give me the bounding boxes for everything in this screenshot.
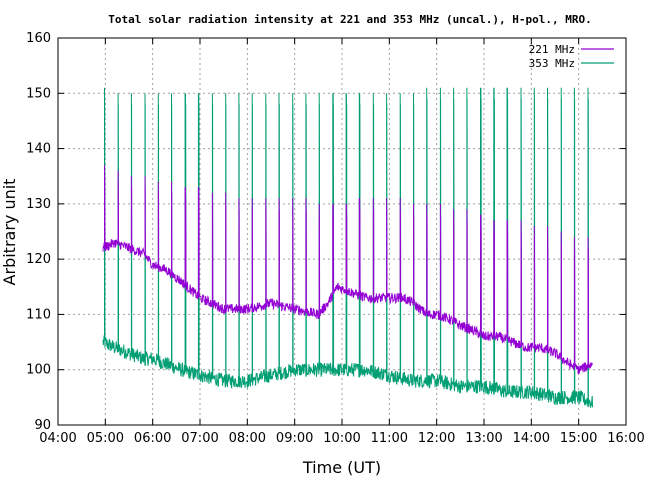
y-tick-label: 110 xyxy=(26,307,51,322)
x-tick-label: 08:00 xyxy=(229,431,266,446)
y-tick-label: 90 xyxy=(34,418,51,433)
legend: 221 MHz 353 MHz xyxy=(529,43,614,70)
series-221-line xyxy=(102,165,593,375)
x-axis: 04:00 05:00 06:00 07:00 08:00 09:00 10:00 11:00… xyxy=(39,38,645,446)
y-axis-label: Arbitrary unit xyxy=(0,179,19,286)
series-353-line xyxy=(102,87,594,408)
x-tick-label: 07:00 xyxy=(181,431,218,446)
y-tick-label: 120 xyxy=(26,252,51,267)
plot-frame xyxy=(57,37,627,426)
x-tick-label: 11:00 xyxy=(371,431,408,446)
y-tick-label: 100 xyxy=(26,363,51,378)
x-tick-label: 05:00 xyxy=(87,431,124,446)
y-axis: 90 100 110 120 130 140 150 160 xyxy=(26,31,626,433)
y-tick-label: 160 xyxy=(26,31,51,46)
x-tick-label: 10:00 xyxy=(323,431,360,446)
x-axis-label: Time (UT) xyxy=(302,458,381,477)
x-tick-label: 14:00 xyxy=(513,431,550,446)
x-tick-label: 12:00 xyxy=(418,431,455,446)
y-tick-label: 150 xyxy=(26,86,51,101)
grid xyxy=(58,38,626,425)
y-tick-label: 140 xyxy=(26,142,51,157)
x-tick-label: 06:00 xyxy=(134,431,171,446)
chart-title: Total solar radiation intensity at 221 a… xyxy=(108,13,591,26)
legend-entry-353: 353 MHz xyxy=(529,57,575,70)
x-tick-label: 15:00 xyxy=(560,431,597,446)
x-tick-label: 04:00 xyxy=(39,431,76,446)
series-layer xyxy=(102,87,594,408)
y-tick-label: 130 xyxy=(26,197,51,212)
x-tick-label: 09:00 xyxy=(276,431,313,446)
x-tick-label: 13:00 xyxy=(465,431,502,446)
x-tick-label: 16:00 xyxy=(607,431,644,446)
legend-entry-221: 221 MHz xyxy=(529,43,575,56)
